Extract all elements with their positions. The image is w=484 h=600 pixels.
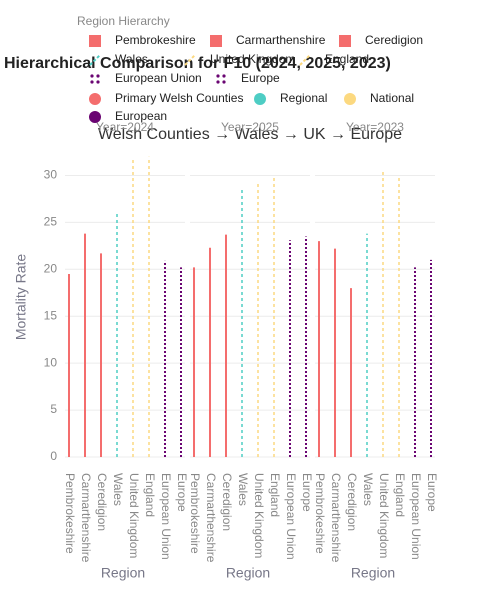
y-axis-label: Mortality Rate <box>13 254 29 341</box>
legend-symbol <box>89 54 101 66</box>
x-tick-label: European Union <box>159 473 173 560</box>
x-tick-label: England <box>143 473 157 517</box>
legend-symbol <box>89 111 101 123</box>
x-tick-label: United Kingdom <box>252 473 266 558</box>
y-tick-label: 0 <box>50 449 57 463</box>
legend-label: England <box>325 52 369 66</box>
legend-symbol <box>299 54 311 66</box>
legend-label: United Kingdom <box>210 52 295 66</box>
x-tick-label: England <box>393 473 407 517</box>
legend-label: Wales <box>115 52 148 66</box>
x-tick-label: Europe <box>175 473 189 512</box>
x-tick-label: Ceredigion <box>345 473 359 531</box>
x-tick-label: Wales <box>361 473 375 506</box>
legend-label: Europe <box>241 71 280 85</box>
legend-symbol <box>344 93 356 105</box>
legend-symbol <box>222 80 226 84</box>
x-tick-label: Wales <box>236 473 250 506</box>
legend-label: Ceredigion <box>365 33 423 47</box>
chart-subtitle: Welsh Counties → Wales → UK → Europe <box>98 126 402 143</box>
legend-symbol <box>339 35 351 47</box>
y-tick-label: 30 <box>44 168 58 182</box>
x-tick-label: European Union <box>409 473 423 560</box>
x-tick-label: United Kingdom <box>377 473 391 558</box>
x-tick-label: Ceredigion <box>95 473 109 531</box>
legend-label: European Union <box>115 71 202 85</box>
legend-symbol <box>90 74 94 78</box>
legend-symbol <box>222 74 226 78</box>
facet-label: Year=2025 <box>221 120 279 134</box>
x-axis-label: Region <box>101 565 145 581</box>
x-tick-label: Pembrokeshire <box>188 473 202 554</box>
x-tick-label: United Kingdom <box>127 473 141 558</box>
legend-symbol <box>96 80 100 84</box>
legend-symbol <box>210 35 222 47</box>
x-tick-label: Pembrokeshire <box>63 473 77 554</box>
y-tick-label: 10 <box>44 355 58 369</box>
chart-title: Hierarchical Comparison for F10 (2024, 2… <box>4 55 391 72</box>
legend-symbol <box>184 54 196 66</box>
x-tick-label: Wales <box>111 473 125 506</box>
legend-symbol <box>254 93 266 105</box>
y-tick-label: 20 <box>44 261 58 275</box>
x-tick-label: Pembrokeshire <box>313 473 327 554</box>
x-axis-label: Region <box>351 565 395 581</box>
y-tick-label: 15 <box>44 308 58 322</box>
x-tick-label: Europe <box>425 473 439 512</box>
legend-label: European <box>115 109 167 123</box>
legend-label: National <box>370 91 414 105</box>
legend-title: Region Hierarchy <box>77 14 170 28</box>
x-tick-label: Carmarthenshire <box>79 473 93 563</box>
legend-symbol <box>89 35 101 47</box>
legend-label: Pembrokeshire <box>115 33 196 47</box>
legend-label: Carmarthenshire <box>236 33 326 47</box>
legend-label: Primary Welsh Counties <box>115 91 243 105</box>
legend-symbol <box>90 80 94 84</box>
facet-label: Year=2024 <box>96 120 154 134</box>
x-tick-label: Carmarthenshire <box>204 473 218 563</box>
y-tick-label: 5 <box>50 402 57 416</box>
legend-symbol <box>89 93 101 105</box>
x-tick-label: Carmarthenshire <box>329 473 343 563</box>
y-tick-label: 25 <box>44 215 58 229</box>
facet-label: Year=2023 <box>346 120 404 134</box>
x-axis-label: Region <box>226 565 270 581</box>
x-tick-label: Europe <box>300 473 314 512</box>
legend-label: Regional <box>280 91 327 105</box>
legend-symbol <box>96 74 100 78</box>
x-tick-label: England <box>268 473 282 517</box>
x-tick-label: Ceredigion <box>220 473 234 531</box>
x-tick-label: European Union <box>284 473 298 560</box>
legend-symbol <box>216 74 220 78</box>
legend-symbol <box>216 80 220 84</box>
